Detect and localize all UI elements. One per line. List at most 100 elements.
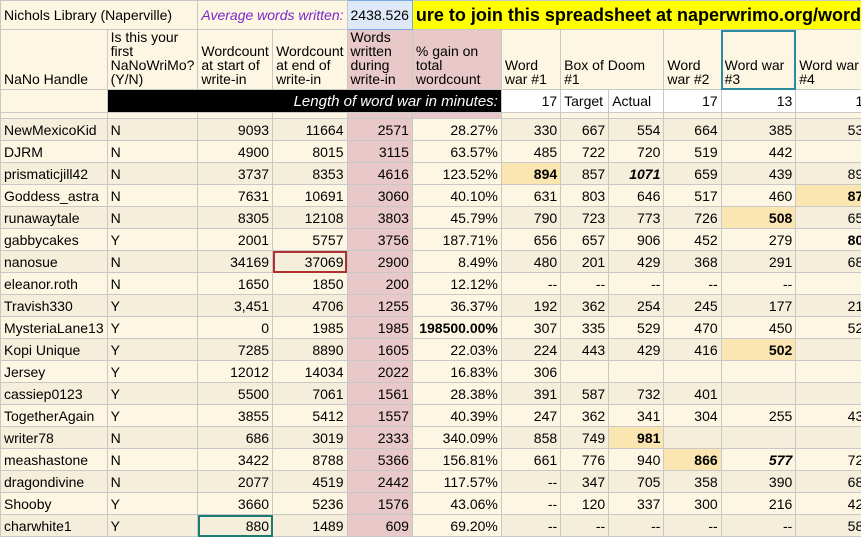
cell-ww1[interactable]: 480 bbox=[500, 250, 562, 273]
cell-ww4[interactable]: 874 bbox=[795, 184, 861, 207]
cell-target[interactable]: 667 bbox=[560, 118, 610, 141]
cell-ww3[interactable]: 216 bbox=[720, 492, 797, 515]
cell-start[interactable]: 3660 bbox=[197, 492, 274, 515]
cell-written[interactable]: 609 bbox=[346, 514, 413, 537]
cell-ww1[interactable]: 307 bbox=[500, 316, 562, 339]
cell-ww3[interactable]: 502 bbox=[720, 338, 797, 361]
cell-written[interactable]: 1605 bbox=[346, 338, 413, 361]
cell-start[interactable]: 880 bbox=[197, 514, 274, 537]
cell-ww4[interactable]: 422 bbox=[795, 492, 861, 515]
cell-handle[interactable]: MysteriaLane13 bbox=[0, 316, 108, 339]
cell-ww2[interactable]: 726 bbox=[663, 206, 722, 229]
cell-first[interactable]: Y bbox=[106, 514, 199, 537]
cell-written[interactable]: 2022 bbox=[346, 360, 413, 383]
cell-first[interactable]: Y bbox=[106, 404, 199, 427]
cell-target[interactable]: 587 bbox=[560, 382, 610, 405]
cell-first[interactable]: Y bbox=[106, 360, 199, 383]
cell-start[interactable]: 34169 bbox=[197, 250, 274, 273]
cell-handle[interactable]: gabbycakes bbox=[0, 228, 108, 251]
cell-gain[interactable]: 12.12% bbox=[411, 272, 502, 295]
cell-ww2[interactable]: 664 bbox=[663, 118, 722, 141]
cell-first[interactable]: N bbox=[106, 118, 199, 141]
cell-ww2[interactable]: 470 bbox=[663, 316, 722, 339]
cell-actual[interactable]: 906 bbox=[608, 228, 665, 251]
cell-written[interactable]: 1985 bbox=[346, 316, 413, 339]
cell-first[interactable]: Y bbox=[106, 316, 199, 339]
cell-ww2[interactable] bbox=[663, 360, 722, 383]
cell-first[interactable]: N bbox=[106, 470, 199, 493]
cell-target[interactable] bbox=[560, 360, 610, 383]
cell-first[interactable]: Y bbox=[106, 294, 199, 317]
cell-ww3[interactable] bbox=[720, 426, 797, 449]
cell-end[interactable]: 4706 bbox=[272, 294, 348, 317]
cell-end[interactable]: 8890 bbox=[272, 338, 348, 361]
cell-actual[interactable]: -- bbox=[608, 514, 665, 537]
cell-start[interactable]: 686 bbox=[197, 426, 274, 449]
cell-handle[interactable]: charwhite1 bbox=[0, 514, 108, 537]
cell-ww1[interactable]: 894 bbox=[500, 162, 562, 185]
cell-gain[interactable]: 69.20% bbox=[411, 514, 502, 537]
cell-end[interactable]: 1985 bbox=[272, 316, 348, 339]
cell-handle[interactable]: nanosue bbox=[0, 250, 108, 273]
cell-actual[interactable]: 940 bbox=[608, 448, 665, 471]
cell-ww2[interactable]: 401 bbox=[663, 382, 722, 405]
header-start[interactable]: Wordcount at start of write-in bbox=[197, 29, 274, 90]
cell-target[interactable]: 120 bbox=[560, 492, 610, 515]
cell-target[interactable]: 362 bbox=[560, 294, 610, 317]
cell-ww2[interactable]: 245 bbox=[663, 294, 722, 317]
cell-end[interactable]: 8353 bbox=[272, 162, 348, 185]
cell-first[interactable]: Y bbox=[106, 228, 199, 251]
cell-written[interactable]: 2571 bbox=[346, 118, 413, 141]
cell-ww4[interactable]: 723 bbox=[795, 448, 861, 471]
cell-gain[interactable]: 156.81% bbox=[411, 448, 502, 471]
cell-actual[interactable]: 337 bbox=[608, 492, 665, 515]
cell-ww3[interactable] bbox=[720, 360, 797, 383]
cell-gain[interactable]: 340.09% bbox=[411, 426, 502, 449]
cell-gain[interactable]: 36.37% bbox=[411, 294, 502, 317]
cell-written[interactable]: 3756 bbox=[346, 228, 413, 251]
cell-first[interactable]: Y bbox=[106, 338, 199, 361]
cell-end[interactable]: 10691 bbox=[272, 184, 348, 207]
cell-ww3[interactable]: 291 bbox=[720, 250, 797, 273]
cell-ww4[interactable] bbox=[795, 382, 861, 405]
cell-target[interactable]: 857 bbox=[560, 162, 610, 185]
cell-ww1[interactable]: -- bbox=[500, 492, 562, 515]
cell-written[interactable]: 1561 bbox=[346, 382, 413, 405]
cell-ww3[interactable]: 439 bbox=[720, 162, 797, 185]
cell-handle[interactable]: cassiep0123 bbox=[0, 382, 108, 405]
cell-end[interactable]: 5236 bbox=[272, 492, 348, 515]
cell-gain[interactable]: 187.71% bbox=[411, 228, 502, 251]
cell-target[interactable]: 749 bbox=[560, 426, 610, 449]
cell-gain[interactable]: 40.39% bbox=[411, 404, 502, 427]
cell-actual[interactable]: 429 bbox=[608, 338, 665, 361]
header-written[interactable]: Words written during write-in bbox=[346, 29, 413, 90]
cell-actual[interactable]: 732 bbox=[608, 382, 665, 405]
cell-start[interactable]: 3,451 bbox=[197, 294, 274, 317]
cell-gain[interactable]: 45.79% bbox=[411, 206, 502, 229]
cell-first[interactable]: Y bbox=[106, 492, 199, 515]
cell-start[interactable]: 2001 bbox=[197, 228, 274, 251]
cell-ww3[interactable]: 442 bbox=[720, 140, 797, 163]
cell-ww2[interactable]: 659 bbox=[663, 162, 722, 185]
cell-actual[interactable]: 554 bbox=[608, 118, 665, 141]
cell-ww4[interactable]: 892 bbox=[795, 162, 861, 185]
cell-ww4[interactable] bbox=[795, 426, 861, 449]
cell-ww2[interactable]: 452 bbox=[663, 228, 722, 251]
cell-ww2[interactable]: -- bbox=[663, 514, 722, 537]
cell-ww1[interactable]: 192 bbox=[500, 294, 562, 317]
cell-end[interactable]: 4519 bbox=[272, 470, 348, 493]
cell-ww3[interactable]: 577 bbox=[720, 448, 797, 471]
cell-ww1[interactable]: 306 bbox=[500, 360, 562, 383]
cell-start[interactable]: 7631 bbox=[197, 184, 274, 207]
cell-target[interactable]: 723 bbox=[560, 206, 610, 229]
cell-actual[interactable] bbox=[608, 360, 665, 383]
cell-end[interactable]: 12108 bbox=[272, 206, 348, 229]
cell-written[interactable]: 3115 bbox=[346, 140, 413, 163]
cell-handle[interactable]: Travish330 bbox=[0, 294, 108, 317]
cell-start[interactable]: 5500 bbox=[197, 382, 274, 405]
header-end[interactable]: Wordcount at end of write-in bbox=[272, 29, 348, 90]
cell-ww1[interactable]: 224 bbox=[500, 338, 562, 361]
cell-written[interactable]: 1255 bbox=[346, 294, 413, 317]
cell-gain[interactable]: 43.06% bbox=[411, 492, 502, 515]
cell-handle[interactable]: Shooby bbox=[0, 492, 108, 515]
